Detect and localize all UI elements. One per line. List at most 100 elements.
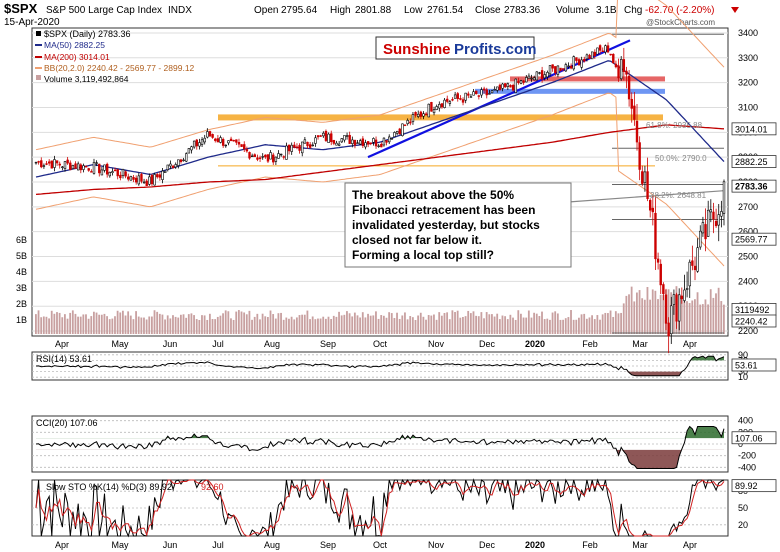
volume-bar xyxy=(71,310,74,334)
candle-body xyxy=(646,171,649,199)
volume-bar xyxy=(404,312,406,334)
volume-bar xyxy=(240,311,243,334)
candle-body xyxy=(208,131,212,137)
candle-body xyxy=(538,72,541,74)
volume-bar xyxy=(277,313,280,334)
candle-body xyxy=(395,131,399,134)
volume-bar xyxy=(216,316,219,334)
volume-bar xyxy=(35,314,37,334)
volume-bar xyxy=(224,310,227,334)
volume-bar xyxy=(559,319,562,334)
candle-body xyxy=(612,53,615,64)
candle-body xyxy=(156,174,159,178)
price-lines xyxy=(35,0,725,267)
time-tick-bottom-label: Jun xyxy=(163,540,178,550)
volume-bar xyxy=(48,318,50,334)
volume-bar xyxy=(562,319,565,334)
candle-body xyxy=(643,171,647,184)
volume-bar xyxy=(259,319,261,334)
price-tag-label: 2783.36 xyxy=(735,182,768,192)
candle-body xyxy=(163,170,167,173)
candle-body xyxy=(424,113,428,116)
time-tick-label: Dec xyxy=(479,339,496,349)
price-tag-label: 2569.77 xyxy=(735,235,768,245)
candle-body xyxy=(174,164,177,168)
candle-body xyxy=(606,45,610,53)
candle-body xyxy=(71,165,75,169)
volume-bar xyxy=(717,287,720,334)
volume-bar xyxy=(628,294,630,334)
volume-bar xyxy=(654,290,657,334)
time-tick-bottom-label: Sep xyxy=(320,540,336,550)
candle-body xyxy=(359,140,362,145)
volume-bar xyxy=(398,318,401,334)
volume-bar xyxy=(683,298,686,334)
volume-bar xyxy=(543,319,546,334)
candle-body xyxy=(229,138,233,142)
volume-bar xyxy=(356,315,359,334)
volume-bar xyxy=(219,315,222,334)
candle-body xyxy=(567,65,570,67)
candle-body xyxy=(98,163,101,174)
volume-bar xyxy=(121,310,124,334)
candle-body xyxy=(675,294,678,322)
candle-body xyxy=(451,99,454,101)
candle-body xyxy=(127,176,130,180)
candle-body xyxy=(121,169,125,176)
candle-body xyxy=(111,171,114,174)
candle-body xyxy=(651,207,655,213)
candle-body xyxy=(622,59,626,72)
volume-bar xyxy=(385,317,388,334)
candle-body xyxy=(403,124,407,126)
candle-body xyxy=(430,102,433,112)
annotation-line-2: Fibonacci retracement has been xyxy=(352,203,535,217)
candle-body xyxy=(256,157,259,160)
cci-legend: CCI(20) 107.06 xyxy=(36,418,98,428)
volume-tick-label: 1B xyxy=(16,315,27,325)
candle-body xyxy=(514,78,517,93)
volume-bar xyxy=(667,289,670,334)
volume-bar xyxy=(414,319,417,334)
candle-body xyxy=(277,153,280,159)
volume-bar xyxy=(491,314,493,334)
volume-bar xyxy=(340,315,343,334)
candle-body xyxy=(670,305,673,335)
volume-bar xyxy=(98,314,101,334)
candle-body xyxy=(95,162,98,164)
candle-body xyxy=(485,89,488,96)
price-tick-label: 2400 xyxy=(738,276,758,286)
price-tag-box xyxy=(731,232,777,246)
high-value: 2801.88 xyxy=(355,5,392,16)
candle-body xyxy=(588,54,591,59)
candle-body xyxy=(366,141,370,145)
candle-body xyxy=(562,68,565,70)
volume-bar xyxy=(45,316,48,334)
candle-body xyxy=(683,289,686,301)
candle-body xyxy=(688,261,691,287)
trendline xyxy=(367,39,631,159)
volume-bar xyxy=(348,313,351,334)
volume-bar xyxy=(517,310,520,334)
candle-body xyxy=(345,135,349,137)
volume-bar xyxy=(599,319,601,334)
volume-bar xyxy=(369,315,372,334)
volume-bar xyxy=(483,318,485,334)
volume-bar xyxy=(211,319,214,334)
candle-body xyxy=(235,139,238,143)
annotation-line-3: invalidated yesterday, but stocks xyxy=(352,218,540,232)
volume-bar xyxy=(520,313,522,334)
volume-bar xyxy=(150,316,153,334)
volume-bar xyxy=(245,314,248,334)
volume-bar xyxy=(367,313,369,334)
candle-body xyxy=(76,163,80,171)
time-tick-bottom-label: Apr xyxy=(55,540,69,550)
candle-body xyxy=(712,211,715,220)
candle-body xyxy=(169,163,172,167)
candle-body xyxy=(279,153,283,156)
candle-body xyxy=(69,162,72,171)
candle-body xyxy=(564,64,568,72)
candle-body xyxy=(324,130,328,141)
time-tick-label: Oct xyxy=(373,339,388,349)
volume-bar xyxy=(324,318,327,334)
time-tick-label: Apr xyxy=(55,339,69,349)
